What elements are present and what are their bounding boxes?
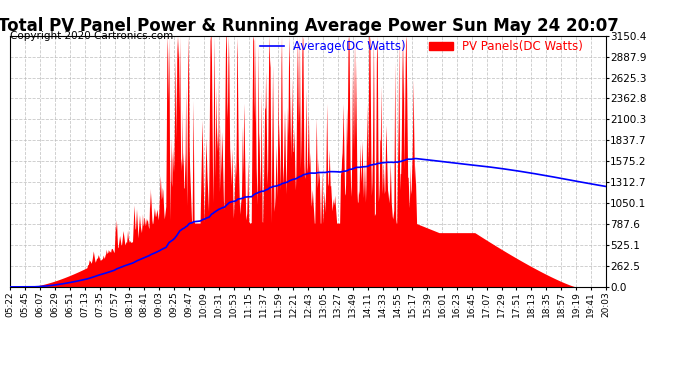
Title: Total PV Panel Power & Running Average Power Sun May 24 20:07: Total PV Panel Power & Running Average P… [0,18,618,36]
Text: Copyright 2020 Cartronics.com: Copyright 2020 Cartronics.com [10,32,174,41]
Legend: Average(DC Watts), PV Panels(DC Watts): Average(DC Watts), PV Panels(DC Watts) [255,36,588,58]
